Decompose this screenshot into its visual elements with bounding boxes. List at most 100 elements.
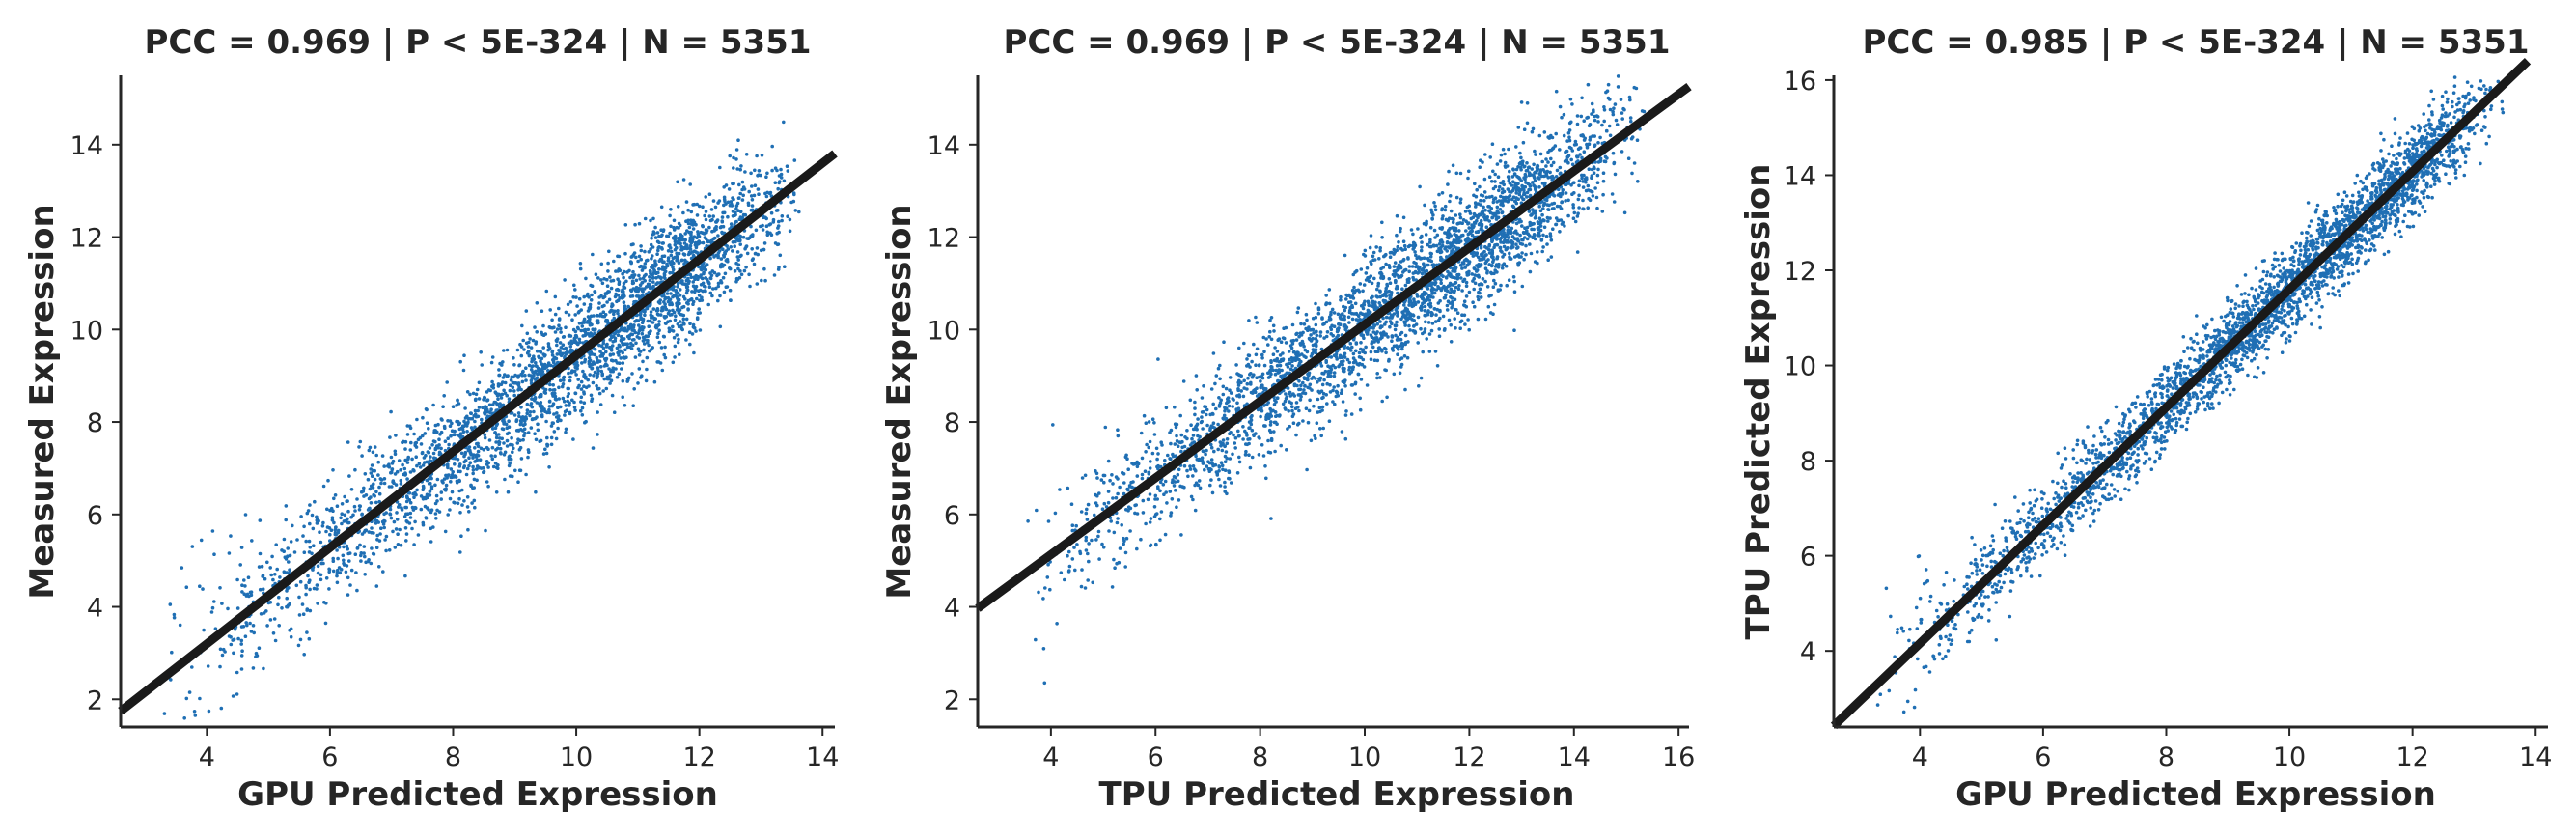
scatter-point: [596, 433, 599, 436]
scatter-point: [752, 193, 757, 198]
scatter-point: [403, 439, 408, 444]
scatter-point: [354, 571, 358, 574]
scatter-point: [439, 430, 444, 434]
scatter-point: [512, 356, 515, 360]
scatter-point: [496, 463, 500, 467]
scatter-point: [367, 496, 372, 501]
scatter-point: [512, 446, 515, 451]
scatter-point: [1043, 586, 1047, 590]
scatter-point: [319, 540, 323, 545]
scatter-point: [1388, 281, 1393, 286]
scatter-point: [676, 237, 680, 240]
scatter-point: [170, 650, 174, 655]
scatter-point: [349, 488, 354, 491]
scatter-point: [1150, 451, 1155, 456]
scatter-point: [305, 511, 310, 516]
scatter-point: [1260, 443, 1264, 447]
scatter-point: [412, 495, 416, 499]
scatter-point: [1341, 400, 1345, 404]
scatter-point: [1200, 419, 1204, 424]
scatter-point: [726, 214, 730, 219]
scatter-point: [486, 465, 490, 469]
scatter-point: [636, 319, 640, 322]
scatter-point: [355, 546, 360, 550]
scatter-point: [479, 350, 484, 354]
scatter-point: [316, 602, 319, 605]
scatter-point: [362, 486, 366, 490]
scatter-point: [761, 223, 764, 228]
scatter-point: [744, 153, 749, 156]
scatter-point: [526, 431, 531, 434]
scatter-point: [1123, 565, 1127, 569]
scatter-point: [527, 373, 531, 378]
scatter-point: [499, 451, 503, 456]
scatter-point: [573, 329, 578, 334]
scatter-point: [490, 445, 495, 450]
scatter-point: [387, 464, 392, 469]
scatter-point: [1318, 334, 1322, 338]
scatter-point: [1365, 383, 1370, 387]
scatter-point: [657, 328, 661, 333]
scatter-point: [198, 696, 202, 701]
scatter-point: [584, 375, 588, 379]
scatter-point: [358, 543, 362, 547]
scatter-point: [306, 574, 310, 578]
scatter-point: [702, 271, 706, 276]
scatter-point: [573, 391, 578, 396]
scatter-point: [1316, 380, 1319, 384]
scatter-point: [791, 199, 796, 204]
scatter-point: [701, 205, 705, 209]
scatter-point: [1546, 208, 1550, 211]
scatter-point: [1193, 483, 1197, 488]
scatter-point: [720, 215, 725, 219]
scatter-point: [596, 387, 600, 391]
scatter-point: [381, 570, 385, 574]
scatter-point: [285, 604, 290, 609]
scatter-point: [402, 466, 407, 471]
scatter-point: [636, 294, 641, 298]
scatter-point: [1365, 266, 1370, 270]
scatter-point: [1209, 445, 1214, 450]
scatter-point: [346, 575, 350, 580]
scatter-point: [614, 358, 618, 363]
scatter-point: [679, 279, 683, 283]
scatter-point: [508, 442, 512, 447]
scatter-point: [497, 368, 501, 372]
scatter-point: [632, 338, 636, 342]
scatter-point: [1169, 457, 1173, 462]
scatter-point: [529, 404, 533, 407]
scatter-point: [289, 634, 293, 639]
scatter-point: [651, 272, 655, 276]
scatter-point: [547, 465, 551, 469]
scatter-point: [1478, 287, 1482, 292]
scatter-point: [437, 437, 441, 442]
scatter-point: [443, 529, 448, 534]
scatter-point: [335, 504, 340, 508]
scatter-point: [713, 205, 718, 210]
scatter-point: [521, 338, 525, 343]
scatter-point: [1210, 490, 1215, 495]
scatter-point: [1339, 294, 1343, 299]
scatter-point: [1269, 414, 1274, 418]
scatter-point: [1191, 464, 1196, 468]
scatter-point: [405, 424, 410, 428]
scatter-point: [616, 311, 620, 316]
scatter-point: [500, 363, 504, 367]
scatter-point: [1152, 505, 1157, 509]
scatter-point: [378, 477, 383, 481]
scatter-point: [335, 568, 340, 573]
scatter-point: [776, 209, 780, 212]
scatter-point: [229, 534, 233, 538]
scatter-point: [1514, 242, 1518, 246]
scatter-point: [198, 584, 202, 588]
scatter-point: [601, 389, 605, 393]
scatter-point: [728, 154, 732, 158]
scatter-point: [509, 378, 513, 382]
scatter-point: [479, 446, 484, 451]
scatter-point: [632, 273, 637, 277]
scatter-point: [393, 472, 398, 476]
scatter-point: [1559, 218, 1564, 222]
scatter-point: [1371, 250, 1376, 255]
scatter-point: [688, 247, 693, 251]
scatter-point: [756, 187, 761, 191]
